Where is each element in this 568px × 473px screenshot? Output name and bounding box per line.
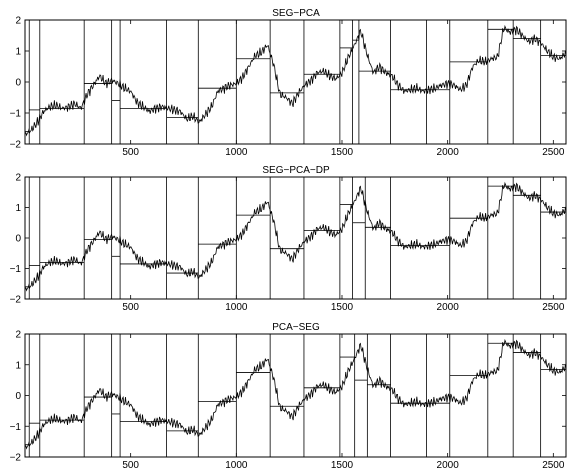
signal-line	[24, 24, 567, 137]
x-tick-label: 2500	[542, 302, 565, 313]
y-tick-label: −1	[10, 422, 22, 433]
y-tick-label: −2	[10, 453, 22, 464]
y-tick-label: 2	[15, 16, 21, 27]
y-tick-label: 1	[15, 47, 21, 58]
y-tick-label: 0	[15, 234, 21, 245]
y-tick-label: 0	[15, 391, 21, 402]
panel-title: PCA−SEG	[272, 322, 320, 333]
x-tick-label: 500	[122, 147, 139, 158]
x-tick-label: 1000	[225, 460, 248, 471]
x-tick-label: 1000	[225, 302, 248, 313]
x-tick-label: 1000	[225, 147, 248, 158]
panel-title: SEG−PCA−DP	[262, 165, 330, 176]
y-tick-label: −1	[10, 109, 22, 120]
x-tick-label: 1500	[331, 147, 354, 158]
panel-title: SEG−PCA	[272, 8, 320, 19]
signal-line	[24, 338, 567, 450]
y-tick-label: 1	[15, 203, 21, 214]
x-tick-label: 2000	[437, 460, 460, 471]
y-tick-label: 1	[15, 360, 21, 371]
x-tick-label: 2000	[437, 302, 460, 313]
y-tick-label: −1	[10, 264, 22, 275]
panel-seg-pca: SEG−PCA 500 1000 1500 2000 2500 2 1 0 −1 −2	[10, 8, 567, 158]
panel-seg-pca-dp: SEG−PCA−DP 500 1000 1500 2000 2500 2 1 0 −1 −2	[10, 165, 567, 313]
x-tick-label: 500	[122, 460, 139, 471]
y-tick-label: 2	[15, 173, 21, 184]
y-tick-label: 2	[15, 330, 21, 341]
x-tick-label: 1500	[331, 302, 354, 313]
y-tick-label: −2	[10, 140, 22, 151]
x-tick-label: 2000	[437, 147, 460, 158]
y-tick-label: −2	[10, 295, 22, 306]
x-tick-label: 2500	[542, 460, 565, 471]
y-tick-label: 0	[15, 78, 21, 89]
x-tick-label: 500	[122, 302, 139, 313]
x-tick-label: 1500	[331, 460, 354, 471]
signal-line	[24, 181, 567, 292]
x-tick-label: 2500	[542, 147, 565, 158]
panel-pca-seg: PCA−SEG 500 1000 1500 2000 2500 2 1 0 −1 −2	[10, 322, 567, 471]
